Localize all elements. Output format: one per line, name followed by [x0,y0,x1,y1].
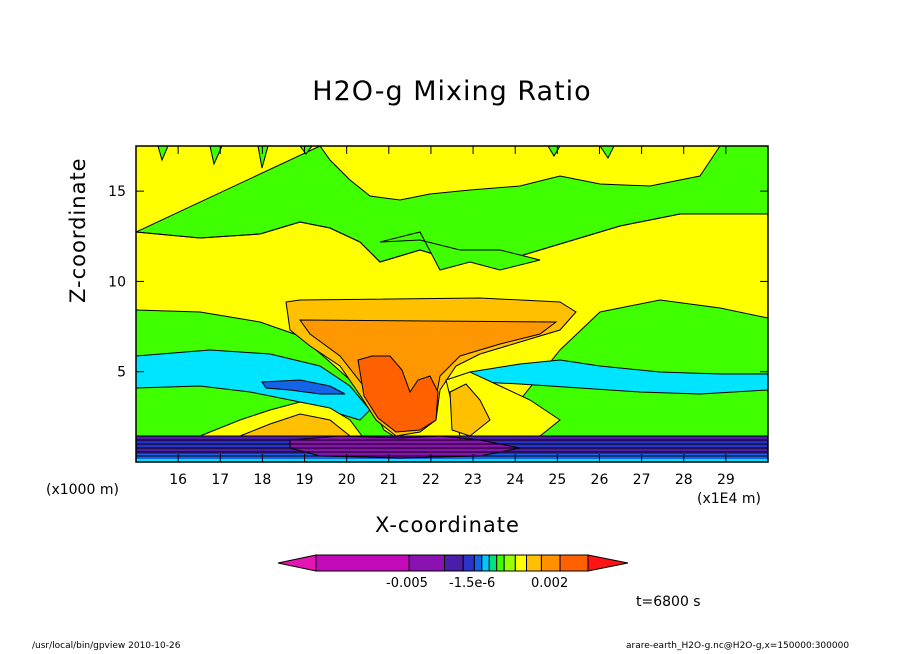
x-tick-label: 26 [591,472,609,488]
x-tick-label: 17 [211,472,229,488]
contour-fill [136,349,371,421]
colorbar-swatch [462,554,475,572]
y-unit-label: (x1000 m) [46,482,119,498]
x-unit-label: (x1E4 m) [697,491,761,507]
x-tick-label: 25 [548,472,566,488]
x-axis-label: X-coordinate [375,513,520,537]
contour-fill [449,383,491,437]
x-tick-label: 16 [169,472,187,488]
x-tick-label: 28 [675,472,693,488]
footer-right: arare-earth_H2O-g.nc@H2O-g,x=150000:3000… [626,641,850,651]
colorbar-swatch [503,554,516,572]
contour-fill [136,459,768,462]
colorbar-arrow-left [277,554,317,572]
x-tick-label: 20 [338,472,356,488]
colorbar-swatch [408,554,446,572]
y-axis: 5 10 15 [108,184,768,381]
y-tick-label: 10 [108,274,126,290]
colorbar-swatch [526,554,542,572]
contour-fill [261,379,346,395]
colorbar-swatch [540,554,561,572]
x-tick-label: 23 [464,472,482,488]
x-tick-label: 27 [633,472,651,488]
contour-lines [136,435,768,457]
contour-field [136,146,768,462]
colorbar-swatch [488,554,498,572]
contour-fill [379,231,541,271]
contour-fill [157,146,615,169]
colorbar-label: 0.002 [531,576,569,591]
x-tick-label: 29 [717,472,735,488]
x-tick-label: 18 [253,472,271,488]
colorbar [277,554,629,572]
x-tick-label: 21 [380,472,398,488]
x-axis: 16 17 18 19 20 21 22 23 24 25 26 27 28 29 [169,146,735,488]
contour-fill [357,355,439,433]
y-tick-label: 5 [117,365,126,381]
contour-line [136,213,768,263]
colorbar-swatch [481,554,490,572]
colorbar-label: -0.005 [386,576,428,591]
plot-frame [135,145,769,463]
y-tick-label: 15 [108,184,126,200]
colorbar-swatch [514,554,528,572]
colorbar-swatch [473,554,483,572]
chart-title: H2O-g Mixing Ratio [312,76,592,107]
x-tick-label: 22 [422,472,440,488]
colorbar-arrow-right [587,554,629,572]
colorbar-label: -1.5e-6 [449,576,496,591]
colorbar-swatch [496,554,505,572]
time-label: t=6800 s [636,594,701,610]
footer-left: /usr/local/bin/gpview 2010-10-26 [32,641,181,651]
colorbar-swatch [559,554,589,572]
x-tick-label: 19 [296,472,314,488]
colorbar-swatch [315,554,410,572]
contour-fill [468,359,768,395]
x-tick-label: 24 [506,472,524,488]
colorbar-swatch [444,554,464,572]
